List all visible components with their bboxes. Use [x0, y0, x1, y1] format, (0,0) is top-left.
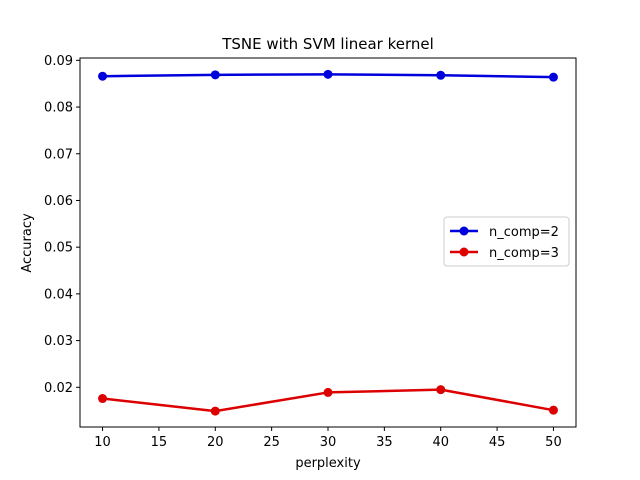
x-tick-label: 25 [263, 435, 280, 450]
chart-title: TSNE with SVM linear kernel [221, 35, 434, 53]
y-tick-label: 0.02 [44, 381, 73, 396]
y-tick-label: 0.04 [44, 287, 73, 302]
data-point [323, 387, 333, 397]
y-tick-label: 0.06 [44, 194, 73, 209]
legend: n_comp=2 n_comp=3 [443, 216, 570, 267]
x-tick-label: 35 [376, 435, 393, 450]
data-point [436, 385, 446, 395]
legend-marker [459, 226, 469, 236]
data-point [323, 69, 333, 79]
data-point [210, 70, 220, 80]
y-tick-label: 0.08 [44, 101, 73, 116]
x-tick-label: 45 [489, 435, 506, 450]
x-tick-label: 10 [94, 435, 111, 450]
x-axis-label: perplexity [295, 456, 361, 471]
data-point [436, 70, 446, 80]
legend-box [443, 216, 570, 267]
x-tick-label: 40 [432, 435, 449, 450]
x-tick-label: 15 [151, 435, 168, 450]
y-tick-label: 0.07 [44, 147, 73, 162]
legend-label: n_comp=3 [489, 246, 559, 261]
x-tick-label: 50 [545, 435, 562, 450]
data-point [210, 406, 220, 416]
legend-label: n_comp=2 [489, 225, 559, 240]
series-layer [98, 69, 558, 416]
data-point [98, 71, 108, 81]
y-axis-label: Accuracy [20, 213, 35, 273]
y-tick-label: 0.05 [44, 241, 73, 256]
x-tick-label: 20 [207, 435, 224, 450]
y-tick-label: 0.03 [44, 334, 73, 349]
y-axis: 0.02 0.03 0.04 0.05 0.06 0.07 0.08 0.09 [44, 54, 80, 396]
x-axis: 10 15 20 25 30 35 40 45 50 [94, 427, 562, 450]
data-point [98, 394, 108, 404]
y-tick-label: 0.09 [44, 54, 73, 69]
data-point [548, 405, 558, 415]
data-point [548, 72, 558, 82]
legend-marker [459, 247, 469, 257]
x-tick-label: 30 [320, 435, 337, 450]
